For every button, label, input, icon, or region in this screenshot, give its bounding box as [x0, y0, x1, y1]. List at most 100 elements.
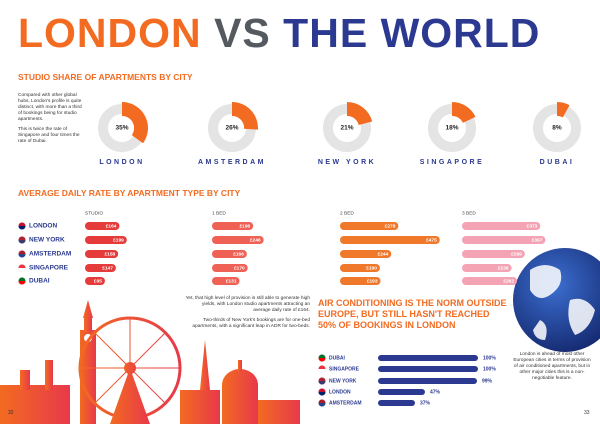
flag-icon	[18, 250, 26, 254]
flag-icon	[318, 354, 326, 358]
donut-hole	[335, 116, 359, 140]
category-label: NEW YORK	[318, 159, 376, 166]
flag-icon	[318, 358, 326, 362]
flag-icon	[18, 226, 26, 230]
section-title: AIR CONDITIONING IS THE NORM OUTSIDE EUR…	[318, 298, 507, 330]
value-label: 100%	[483, 355, 496, 361]
title-part: THE WORLD	[283, 10, 541, 56]
flag-icon	[318, 403, 326, 407]
value-label: £166	[233, 251, 244, 257]
value-label: £190	[366, 265, 377, 271]
bar	[378, 355, 478, 361]
annotation-block: London is ahead of most other European c…	[512, 352, 592, 386]
value-label: £95	[94, 278, 102, 284]
category-label: NEW YORK	[329, 378, 357, 384]
category-label: LONDON	[329, 389, 351, 395]
value-label: £164	[106, 223, 117, 229]
value-label: 99%	[482, 378, 493, 384]
bar	[462, 264, 512, 272]
bar	[85, 250, 119, 258]
flag-icon	[18, 277, 26, 281]
title-part: VS	[214, 10, 271, 56]
flag-icon	[18, 281, 26, 285]
bar	[378, 366, 478, 372]
category-label: SINGAPORE	[329, 366, 360, 372]
flag-icon	[18, 236, 26, 241]
bar	[85, 264, 116, 272]
donut-hole	[545, 116, 569, 140]
annotation: This is twice the rate of Singapore and …	[18, 127, 80, 144]
annotation-block: Yet, that high level of provision is sti…	[185, 296, 310, 334]
value-label: £196	[239, 223, 250, 229]
value-label: £262	[503, 278, 514, 284]
donut-segment	[232, 102, 258, 130]
annotation: Yet, that high level of provision is sti…	[185, 296, 310, 313]
value-label: £373	[527, 223, 538, 229]
donut-segment	[557, 102, 570, 118]
bar	[378, 389, 425, 395]
donut-segment	[122, 102, 148, 144]
bar	[212, 222, 254, 230]
legend-label: 3 BED	[462, 210, 476, 216]
annotation: London is ahead of most other European c…	[513, 352, 591, 381]
bar	[340, 264, 380, 272]
value-label: £475	[426, 237, 437, 243]
value-label: £193	[367, 278, 378, 284]
bar	[85, 222, 120, 230]
value-label: 35%	[115, 125, 128, 132]
bar	[85, 236, 127, 244]
flag-icon	[318, 365, 326, 369]
bar	[340, 250, 392, 258]
flag-icon	[18, 268, 26, 272]
section-title: STUDIO SHARE OF APARTMENTS BY CITY	[18, 72, 193, 82]
bar	[340, 277, 381, 285]
bar	[212, 250, 247, 258]
category-label: DUBAI	[29, 278, 50, 285]
bar	[85, 277, 105, 285]
donut-hole	[440, 116, 464, 140]
bar	[212, 236, 264, 244]
category-label: AMSTERDAM	[198, 159, 266, 166]
bar	[462, 222, 541, 230]
value-label: £244	[378, 251, 389, 257]
flag-icon	[18, 222, 26, 227]
legend-label: STUDIO	[85, 210, 103, 216]
category-label: DUBAI	[329, 355, 345, 361]
legend-label: 2 BED	[340, 210, 354, 216]
globe	[513, 248, 600, 352]
bar	[212, 277, 240, 285]
flag-icon	[318, 399, 326, 403]
donut-hole	[220, 116, 244, 140]
value-label: 8%	[552, 125, 562, 132]
bar	[462, 250, 525, 258]
bar	[340, 222, 399, 230]
page-title: LONDON VS THE WORLD	[18, 10, 540, 57]
flag-icon	[18, 240, 26, 244]
category-label: DUBAI	[540, 159, 575, 166]
category-label: SINGAPORE	[29, 265, 69, 272]
value-label: £299	[511, 251, 522, 257]
bar	[212, 264, 248, 272]
page-number: 32	[8, 410, 14, 416]
bar	[340, 236, 440, 244]
value-label: £246	[250, 237, 261, 243]
flag-icon	[18, 264, 26, 268]
title-part: LONDON	[18, 10, 202, 56]
value-label: 26%	[225, 125, 238, 132]
category-label: AMSTERDAM	[329, 400, 362, 406]
flag-icon	[318, 388, 326, 392]
value-label: £397	[532, 237, 543, 243]
annotation: Compared with other global hubs, London'…	[18, 93, 82, 122]
donut-hole	[110, 116, 134, 140]
page-number: 33	[584, 410, 590, 416]
annotation-block: Compared with other global hubs, London'…	[18, 93, 86, 149]
bar	[462, 277, 518, 285]
category-label: NEW YORK	[29, 237, 65, 244]
flag-icon	[318, 377, 326, 381]
donut-segment	[452, 102, 476, 123]
category-label: AMSTERDAM	[29, 251, 71, 258]
value-label: 21%	[340, 125, 353, 132]
bar	[378, 400, 415, 406]
bar	[462, 236, 546, 244]
